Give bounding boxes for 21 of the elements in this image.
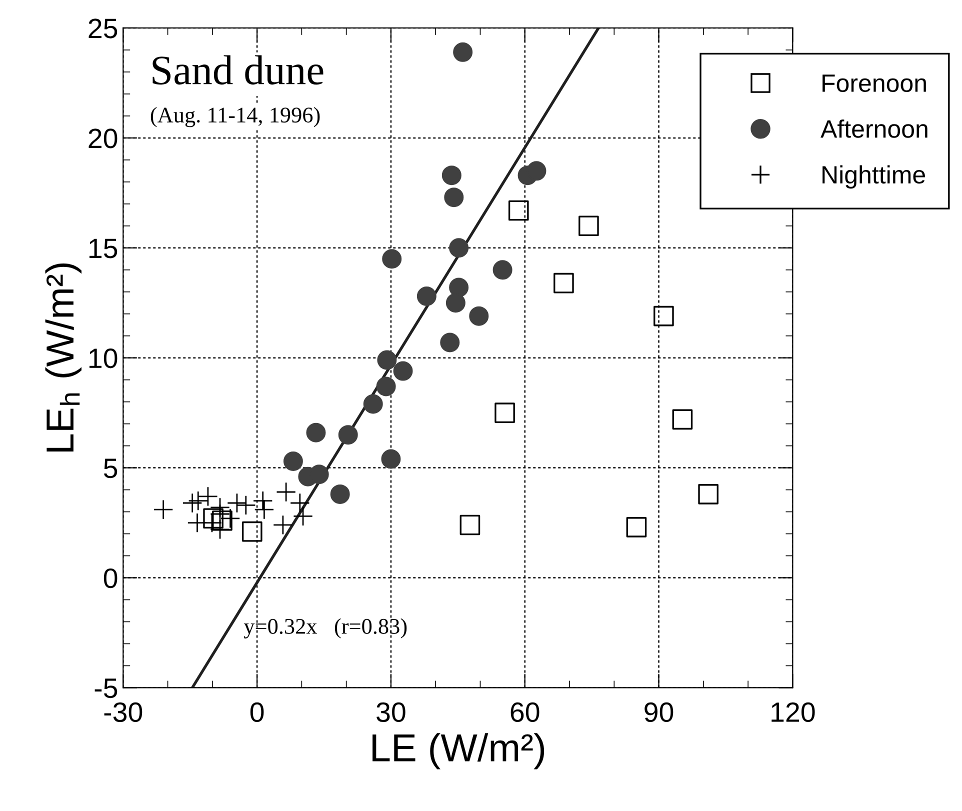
x-axis-title: LE (W/m²) (372, 733, 544, 770)
annotation: (Aug. 11-14, 1996) (150, 106, 320, 128)
x-tick-label: 30 (376, 702, 406, 722)
x-tick-label: 60 (510, 702, 540, 722)
x-tick-label: 90 (644, 702, 674, 722)
legend-label: Afternoon (820, 120, 928, 138)
y-tick-label: -5 (94, 678, 118, 698)
y-tick-label: 5 (104, 458, 118, 478)
x-tick-label: 0 (250, 702, 264, 722)
y-tick-label: 0 (104, 568, 118, 588)
y-tick-label: 25 (88, 18, 118, 38)
y-axis-title: LE$_{h}$ (W/m²) (45, 263, 82, 452)
x-tick-label: -30 (104, 702, 142, 722)
annotation: Sand dune (152, 55, 324, 85)
legend-label: Forenoon (822, 74, 926, 92)
y-tick-label: 20 (88, 128, 118, 148)
y-tick-label: 10 (90, 348, 118, 368)
annotation: y=0.32x (r=0.83) (244, 618, 407, 638)
y-tick-label: 15 (90, 238, 118, 258)
x-tick-label: 120 (772, 702, 815, 722)
legend-label: Nighttime (822, 165, 925, 189)
